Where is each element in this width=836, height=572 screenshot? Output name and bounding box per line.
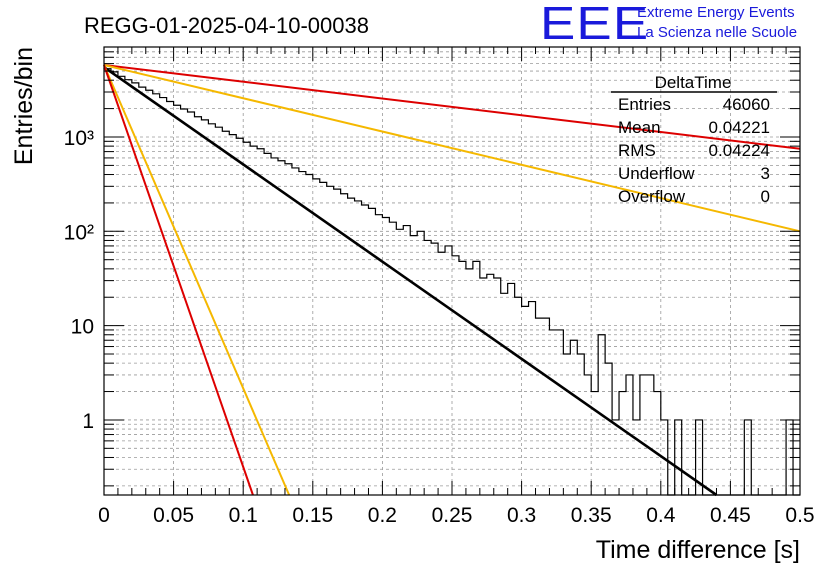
stats-label-underflow: Underflow bbox=[618, 164, 695, 183]
stats-box: DeltaTime Entries 46060 Mean 0.04221 RMS… bbox=[611, 73, 777, 206]
stats-value-underflow: 3 bbox=[761, 164, 770, 183]
histogram bbox=[104, 68, 800, 496]
x-tick-label: 0.35 bbox=[571, 504, 612, 527]
stats-value-entries: 46060 bbox=[723, 95, 770, 114]
stats-label-rms: RMS bbox=[618, 141, 656, 160]
stats-label-mean: Mean bbox=[618, 118, 661, 137]
y-tick-label: 1 bbox=[82, 410, 94, 433]
y-tick-label: 10³ bbox=[64, 127, 94, 150]
x-tick-label: 0.25 bbox=[432, 504, 473, 527]
stats-value-mean: 0.04221 bbox=[709, 118, 770, 137]
x-tick-label: 0.5 bbox=[785, 504, 814, 527]
x-tick-label: 0.05 bbox=[153, 504, 194, 527]
fit-line-3 bbox=[103, 64, 291, 496]
plot-frame bbox=[103, 46, 801, 496]
x-tick-label: 0.1 bbox=[229, 504, 258, 527]
x-tick-labels: 0 0.05 0.1 0.15 0.2 0.25 0.3 0.35 0.4 0.45 0.5 bbox=[98, 504, 814, 527]
y-tick-label: 10² bbox=[64, 221, 94, 244]
x-tick-label: 0.3 bbox=[507, 504, 536, 527]
eee-logo-line2: La Scienza nelle Scuole bbox=[637, 24, 798, 41]
eee-logo-mark: EEE bbox=[540, 0, 650, 49]
x-tick-label: 0.4 bbox=[646, 504, 676, 527]
axis-ticks bbox=[103, 46, 801, 495]
fit-lines bbox=[103, 64, 801, 497]
stats-label-overflow: Overflow bbox=[618, 187, 686, 206]
x-tick-label: 0.15 bbox=[292, 504, 333, 527]
x-tick-label: 0 bbox=[98, 504, 110, 527]
fit-line-1 bbox=[103, 64, 801, 233]
histogram-outline bbox=[104, 68, 800, 496]
eee-logo: EEE Extreme Energy Events La Scienza nel… bbox=[540, 0, 830, 49]
x-tick-label: 0.45 bbox=[710, 504, 751, 527]
stats-label-entries: Entries bbox=[618, 95, 671, 114]
y-tick-label: 10 bbox=[71, 316, 94, 339]
fit-line-4 bbox=[103, 64, 254, 496]
x-tick-label: 0.2 bbox=[368, 504, 397, 527]
chart-title: REGG-01-2025-04-10-00038 bbox=[84, 13, 369, 38]
stats-value-overflow: 0 bbox=[761, 187, 770, 206]
fit-line-2 bbox=[103, 66, 718, 497]
y-tick-labels: 1 10 10² 10³ bbox=[64, 127, 94, 433]
y-axis-label: Entries/bin bbox=[10, 47, 38, 165]
fit-line-0 bbox=[103, 64, 801, 150]
x-axis-label: Time difference [s] bbox=[596, 536, 800, 564]
eee-logo-line1: Extreme Energy Events bbox=[637, 4, 795, 21]
stats-title: DeltaTime bbox=[655, 73, 732, 92]
stats-value-rms: 0.04224 bbox=[709, 141, 770, 160]
